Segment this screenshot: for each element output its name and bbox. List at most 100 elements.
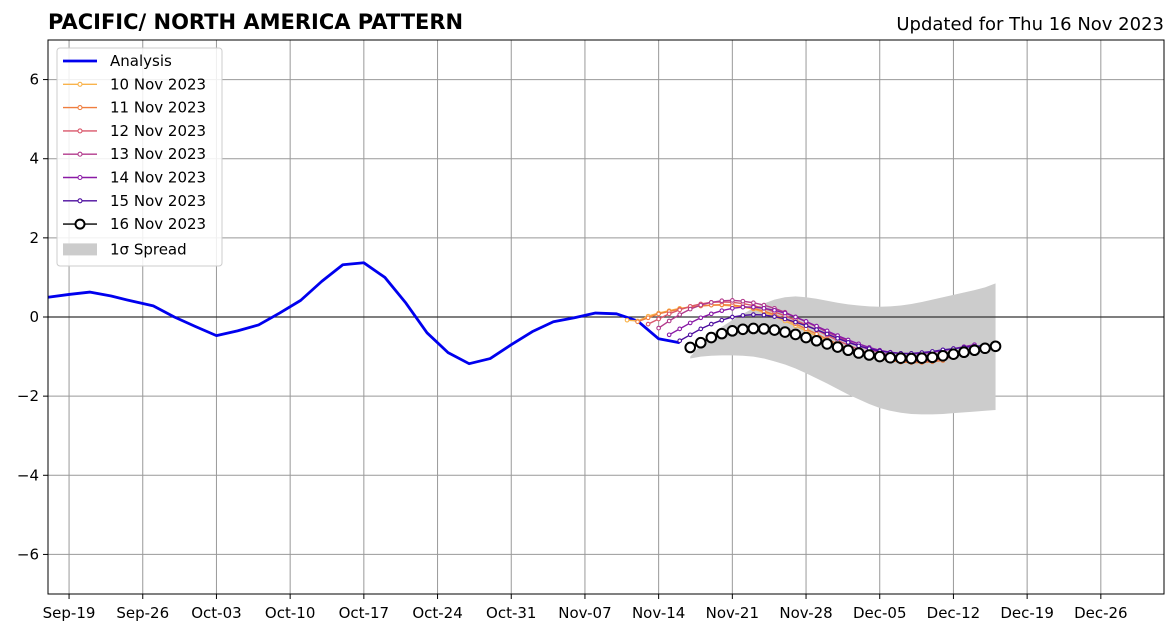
- forecast-point: [772, 314, 777, 319]
- forecast-point: [645, 315, 651, 321]
- legend: Analysis 10 Nov 2023 11 Nov 2023 12 Nov 202…: [56, 47, 223, 267]
- x-tick-label: Oct-17: [339, 604, 389, 622]
- latest-forecast-point: [947, 348, 960, 360]
- x-tick-label: Oct-03: [191, 604, 241, 622]
- legend-swatch-marker: [77, 174, 83, 181]
- latest-forecast-point: [758, 323, 770, 335]
- legend-box: [56, 47, 223, 267]
- latest-forecast-point: [873, 350, 886, 363]
- x-tick-label: Dec-12: [927, 604, 981, 622]
- forecast-point: [719, 308, 725, 314]
- legend-swatch-spread: [63, 243, 97, 256]
- y-tick-label: −4: [17, 466, 39, 484]
- legend-label: 10 Nov 2023: [110, 75, 206, 93]
- latest-forecast-point: [905, 352, 918, 365]
- forecast-point: [687, 332, 693, 338]
- legend-swatch-marker: [77, 151, 83, 157]
- y-tick-label: −6: [17, 545, 39, 563]
- latest-forecast-point: [821, 338, 833, 350]
- latest-forecast-point: [800, 331, 812, 344]
- x-tick-label: Nov-14: [632, 604, 685, 622]
- legend-label: 14 Nov 2023: [110, 169, 206, 187]
- forecast-point: [687, 320, 693, 326]
- latest-forecast-point: [694, 336, 707, 349]
- forecast-point: [740, 298, 746, 304]
- latest-forecast-point: [916, 352, 928, 364]
- legend-label: 12 Nov 2023: [110, 122, 206, 140]
- chart-title: PACIFIC/ NORTH AMERICA PATTERN: [48, 10, 463, 34]
- x-tick-label: Nov-21: [706, 604, 759, 622]
- x-tick-label: Dec-05: [853, 604, 907, 622]
- latest-forecast-point: [958, 346, 970, 359]
- forecast-point: [751, 312, 756, 317]
- latest-forecast-point: [684, 341, 697, 354]
- forecast-point: [845, 339, 851, 345]
- forecast-point: [856, 343, 862, 349]
- forecast-point: [708, 300, 714, 305]
- forecast-point: [698, 302, 704, 308]
- forecast-point: [751, 300, 756, 306]
- latest-forecast-layer: [684, 322, 1002, 365]
- x-tick-label: Oct-10: [265, 604, 315, 622]
- forecast-point: [719, 298, 725, 304]
- x-tick-label: Oct-31: [486, 604, 536, 622]
- x-tick-label: Sep-19: [43, 604, 96, 622]
- forecast-point: [729, 305, 735, 311]
- forecast-point: [751, 304, 756, 310]
- latest-forecast-point: [989, 340, 1002, 353]
- legend-label: Analysis: [110, 52, 172, 70]
- latest-forecast-point: [968, 344, 981, 357]
- latest-forecast-point: [789, 328, 802, 341]
- forecast-point: [772, 307, 777, 313]
- y-tick-label: 4: [29, 150, 39, 168]
- forecast-point: [635, 319, 640, 325]
- latest-forecast-point: [926, 351, 939, 364]
- latest-forecast-point: [937, 349, 949, 362]
- forecast-point: [708, 321, 714, 327]
- legend-label: 15 Nov 2023: [110, 192, 206, 210]
- legend-swatch-marker: [74, 218, 86, 230]
- forecast-point: [698, 315, 704, 321]
- forecast-point: [656, 316, 661, 322]
- forecast-point: [761, 312, 767, 318]
- legend-label: 13 Nov 2023: [110, 145, 206, 163]
- forecast-point: [708, 311, 714, 317]
- x-tick-label: Dec-26: [1074, 604, 1128, 622]
- latest-forecast-point: [842, 344, 854, 357]
- forecast-point: [761, 305, 767, 311]
- legend-label: 11 Nov 2023: [110, 99, 206, 117]
- forecast-point: [677, 326, 683, 332]
- forecast-point: [835, 336, 840, 341]
- forecast-point: [824, 331, 830, 337]
- latest-forecast-point: [747, 322, 760, 335]
- legend-swatch-marker: [77, 81, 83, 87]
- latest-forecast-point: [737, 323, 749, 336]
- latest-forecast-point: [852, 347, 865, 359]
- forecast-point: [782, 310, 788, 316]
- latest-forecast-point: [768, 324, 781, 336]
- forecast-point: [814, 327, 819, 333]
- forecast-point: [740, 313, 746, 318]
- forecast-point: [666, 311, 672, 317]
- forecast-point: [719, 317, 725, 323]
- x-tick-label: Dec-19: [1000, 604, 1054, 622]
- latest-forecast-point: [884, 351, 897, 364]
- x-tick-label: Nov-07: [558, 604, 611, 622]
- y-tick-label: 0: [29, 308, 39, 326]
- legend-swatch-marker: [77, 105, 83, 111]
- forecast-point: [687, 306, 693, 312]
- y-axis: −6 −4 −2 0 2 4 6: [17, 71, 48, 563]
- y-tick-label: 6: [29, 71, 39, 89]
- forecast-point: [740, 304, 746, 310]
- forecast-point: [677, 338, 683, 344]
- analysis-layer: [47, 261, 680, 366]
- latest-forecast-point: [705, 331, 718, 344]
- analysis-line: [47, 261, 680, 366]
- legend-label: 16 Nov 2023: [110, 215, 206, 233]
- latest-forecast-point: [863, 349, 876, 361]
- forecast-point: [793, 314, 798, 320]
- latest-forecast-point: [894, 352, 907, 364]
- forecast-point: [793, 319, 798, 325]
- forecast-point: [729, 298, 735, 303]
